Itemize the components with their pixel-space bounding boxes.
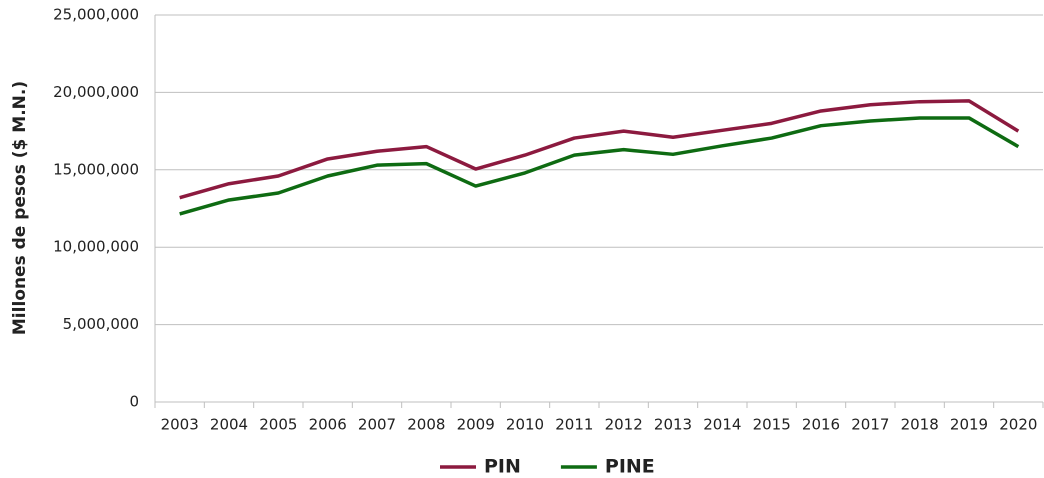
x-tick-label: 2004 — [210, 416, 248, 434]
legend-label: PINE — [605, 456, 655, 478]
y-tick-label: 15,000,000 — [53, 160, 139, 178]
x-tick-label: 2007 — [358, 416, 396, 434]
x-tick-label: 2017 — [851, 416, 889, 434]
x-tick-label: 2003 — [161, 416, 199, 434]
y-axis-label: Millones de pesos ($ M.N.) — [10, 81, 30, 335]
y-tick-label: 10,000,000 — [53, 238, 139, 256]
x-tick-label: 2019 — [950, 416, 988, 434]
y-tick-label: 25,000,000 — [53, 6, 139, 24]
y-tick-label: 0 — [129, 393, 139, 411]
x-tick-label: 2006 — [309, 416, 347, 434]
y-tick-label: 20,000,000 — [53, 83, 139, 101]
y-tick-label: 5,000,000 — [63, 315, 139, 333]
x-tick-label: 2020 — [999, 416, 1037, 434]
x-tick-label: 2012 — [605, 416, 643, 434]
x-tick-label: 2009 — [457, 416, 495, 434]
line-series — [179, 116, 1020, 216]
x-tick-label: 2005 — [259, 416, 297, 434]
legend-label: PIN — [484, 456, 521, 478]
x-tick-label: 2016 — [802, 416, 840, 434]
x-tick-label: 2014 — [703, 416, 741, 434]
x-tick-label: 2010 — [506, 416, 544, 434]
x-tick-label: 2013 — [654, 416, 692, 434]
x-tick-label: 2011 — [555, 416, 593, 434]
x-tick-label: 2008 — [407, 416, 445, 434]
x-tick-label: 2018 — [901, 416, 939, 434]
x-tick-label: 2015 — [753, 416, 791, 434]
line-series — [179, 99, 1020, 200]
